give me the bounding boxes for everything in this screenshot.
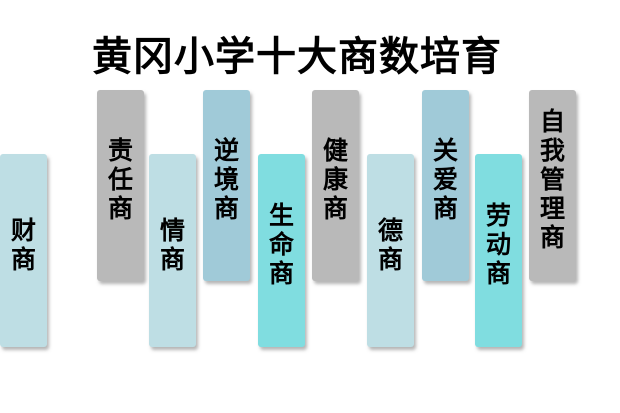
bar-label: 逆境商 <box>213 136 239 223</box>
bar-life: 生命商 <box>258 154 305 347</box>
bar-label: 德商 <box>377 215 403 274</box>
bar-labor: 劳动商 <box>475 154 522 347</box>
bar-self-management: 自我管理商 <box>529 90 576 281</box>
page-title: 黄冈小学十大商数培育 <box>92 34 502 80</box>
bar-label: 健康商 <box>322 136 348 223</box>
bar-label: 劳动商 <box>485 201 511 288</box>
bar-adversity: 逆境商 <box>203 90 250 281</box>
bar-care: 关爱商 <box>422 90 469 281</box>
bar-finance: 财商 <box>0 154 47 347</box>
bar-label: 关爱商 <box>432 136 458 223</box>
bar-label: 财商 <box>10 215 36 274</box>
bar-label: 生命商 <box>268 201 294 288</box>
bar-responsibility: 责任商 <box>97 90 144 281</box>
bar-label: 自我管理商 <box>539 107 565 252</box>
bar-emotion: 情商 <box>149 154 196 347</box>
bar-moral: 德商 <box>367 154 414 347</box>
bar-label: 情商 <box>159 215 185 274</box>
bar-label: 责任商 <box>107 136 133 223</box>
bar-health: 健康商 <box>312 90 359 281</box>
